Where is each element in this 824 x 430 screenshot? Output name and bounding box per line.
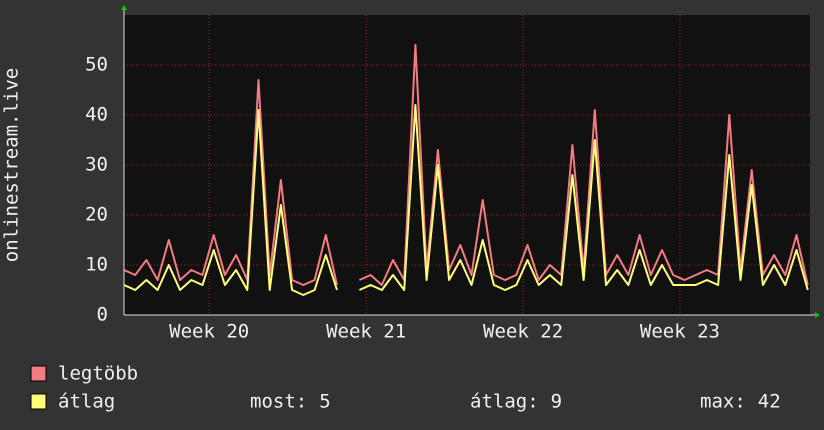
- y-tick-label: 10: [85, 254, 108, 276]
- x-tick-label: Week 21: [326, 321, 406, 343]
- x-tick-label: Week 22: [483, 321, 563, 343]
- stat-label: most:: [250, 391, 307, 413]
- series-line: [123, 79, 338, 286]
- x-tick-label: Week 20: [169, 321, 249, 343]
- axis-arrow: [815, 312, 820, 318]
- stat-value: 42: [758, 391, 781, 413]
- legend-label: átlag: [58, 391, 115, 413]
- y-tick-label: 50: [85, 54, 108, 76]
- stat-value: 9: [551, 391, 562, 413]
- legend-swatch: [30, 365, 47, 382]
- series-line: [123, 109, 338, 296]
- stat-label: max:: [700, 391, 746, 413]
- x-tick-label: Week 23: [640, 321, 720, 343]
- y-tick-label: 40: [85, 104, 108, 126]
- y-tick-label: 30: [85, 154, 108, 176]
- legend-label: legtöbb: [58, 363, 138, 385]
- stat-label: átlag:: [470, 391, 539, 413]
- legend-swatch: [30, 393, 47, 410]
- series-line: [358, 104, 809, 291]
- y-axis-label: onlinestream.live: [1, 68, 23, 262]
- y-tick-label: 20: [85, 204, 108, 226]
- stat-value: 5: [319, 391, 330, 413]
- axis-arrow: [121, 5, 127, 10]
- y-tick-label: 0: [97, 304, 108, 326]
